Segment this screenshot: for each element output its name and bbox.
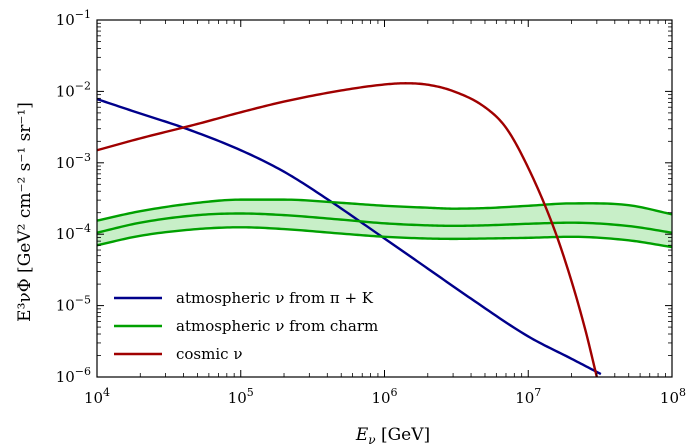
x-tick-label: 106: [371, 386, 397, 407]
y-tick-label: 10−2: [56, 79, 91, 100]
charm-line-lower: [97, 226, 672, 249]
y-tick-label: 10−1: [56, 8, 91, 29]
x-tick-label: 104: [84, 386, 110, 407]
y-tick-label: 10−3: [56, 151, 91, 172]
ticks-layer: [96, 19, 673, 378]
y-tick-label: 10−5: [56, 294, 91, 315]
y-tick-label: 10−6: [56, 365, 91, 386]
charm-line-upper: [97, 198, 672, 222]
series-line-0: [97, 97, 602, 376]
x-tick-label: 108: [660, 386, 686, 407]
series-lines-layer: [97, 82, 672, 377]
legend-label: atmospheric ν from charm: [176, 317, 378, 335]
legend-label: atmospheric ν from π + K: [176, 289, 374, 307]
charm-line-middle: [97, 212, 672, 234]
y-tick-label: 10−4: [56, 222, 91, 243]
y-axis-title: E³νΦ [GeV² cm⁻² s⁻¹ sr⁻¹]: [15, 102, 35, 322]
legend: atmospheric ν from π + K atmospheric ν fr…: [114, 289, 378, 363]
legend-label: cosmic ν: [176, 345, 242, 363]
tick-labels-layer: 104 105 106 107 108 10−6 10−5 10−4 10−3 10−2 10−1: [56, 8, 686, 407]
series-line-2: [97, 82, 599, 377]
x-axis-title: Eν [GeV]: [355, 425, 430, 447]
x-tick-label: 107: [515, 386, 541, 407]
x-tick-label: 105: [228, 386, 254, 407]
